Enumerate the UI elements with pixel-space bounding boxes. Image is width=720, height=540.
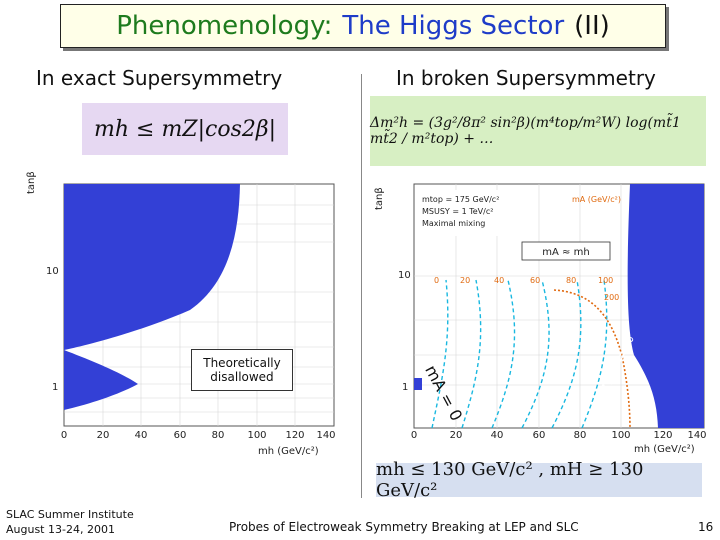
right-ytick-10: 10 <box>398 270 411 281</box>
left-y-axis-label: tanβ <box>26 172 37 194</box>
contour-line <box>521 279 550 429</box>
footer-org-line-2: August 13-24, 2001 <box>6 523 115 536</box>
contour-line <box>581 279 608 429</box>
exact-susy-formula: mh ≤ mZ|cos2β| <box>82 103 288 155</box>
ma-approx-mh-box <box>521 241 611 261</box>
left-ytick-1: 1 <box>52 382 58 393</box>
ma-contour-label: 60 <box>530 276 540 285</box>
left-disallowed-region-lower <box>64 350 138 410</box>
right-y-axis-label: tanβ <box>374 187 385 210</box>
contour-line <box>461 279 482 429</box>
left-xtick: 60 <box>174 430 187 441</box>
right-xtick: 20 <box>450 430 463 441</box>
title-part-phenomenology: Phenomenology: <box>116 11 333 41</box>
left-xtick: 120 <box>285 430 304 441</box>
ma-contour-label: 100 <box>598 276 613 285</box>
title-part-number: (II) <box>574 11 610 41</box>
page-number: 16 <box>698 520 714 534</box>
right-x-axis-label: mh (GeV/c²) <box>634 444 695 455</box>
ma-contour-label: 0 <box>434 276 439 285</box>
broken-susy-formula: Δm²h = (3g²/8π² sin²β)(m⁴top/m²W) log(mt… <box>370 96 706 166</box>
right-excluded-region <box>627 184 704 428</box>
legend-msusy: MSUSY = 1 TeV/c² <box>422 207 493 216</box>
legend-ma-units: mA (GeV/c²) <box>572 195 621 204</box>
right-xtick: 80 <box>574 430 587 441</box>
left-xtick: 100 <box>247 430 266 441</box>
left-xtick: 40 <box>135 430 148 441</box>
right-ytick-1: 1 <box>402 382 408 393</box>
footer-center-text: Probes of Electroweak Symmetry Breaking … <box>229 520 579 534</box>
left-tanbeta-plot: tanβ 10 1 0 20 40 60 80 100 120 140 mh (… <box>26 172 336 457</box>
ma-contour-label: 80 <box>566 276 576 285</box>
disallowed-line-1: Theoretically <box>203 356 281 370</box>
ma-contour-label: 20 <box>460 276 470 285</box>
slide-title: Phenomenology: The Higgs Sector (II) <box>60 4 666 48</box>
legend-mixing: Maximal mixing <box>422 219 485 228</box>
left-x-axis-label: mh (GeV/c²) <box>258 446 319 457</box>
right-xtick: 0 <box>411 430 417 441</box>
right-excluded-sliver <box>414 378 422 390</box>
right-xtick: 140 <box>687 430 706 441</box>
right-xtick: 100 <box>611 430 630 441</box>
disallowed-line-2: disallowed <box>210 370 274 384</box>
right-xtick: 60 <box>533 430 546 441</box>
left-xtick: 20 <box>97 430 110 441</box>
contour-line <box>551 279 582 429</box>
right-subheading: In broken Supersymmetry <box>396 66 656 90</box>
right-legend-box <box>418 190 536 236</box>
footer-org-line-1: SLAC Summer Institute <box>6 508 134 521</box>
legend-mtop: mtop = 175 GeV/c² <box>422 195 499 204</box>
higgs-mass-bounds-formula: mh ≤ 130 GeV/c² , mH ≥ 130 GeV/c² <box>376 459 702 501</box>
right-tanbeta-plot: mtop = 175 GeV/c² MSUSY = 1 TeV/c² Maxim… <box>374 183 707 455</box>
title-part-higgs-sector: The Higgs Sector <box>342 11 565 41</box>
contour-line <box>491 279 516 429</box>
left-disallowed-region-upper <box>64 184 240 350</box>
ma-equals-mh-curve <box>553 289 631 429</box>
left-xtick: 140 <box>316 430 335 441</box>
right-xtick: 120 <box>653 430 672 441</box>
left-xtick: 0 <box>61 430 67 441</box>
ma-contour-label: 200 <box>604 293 619 302</box>
left-xtick: 80 <box>212 430 225 441</box>
left-subheading: In exact Supersymmetry <box>36 66 283 90</box>
contour-line <box>431 279 449 429</box>
column-divider <box>361 74 362 498</box>
ma-approx-mh-label: mA ≈ mh <box>542 247 589 258</box>
left-ytick-10: 10 <box>46 266 59 277</box>
theoretically-disallowed-label: Theoretically disallowed <box>191 349 293 391</box>
right-xtick: 40 <box>491 430 504 441</box>
ma-contour-label: 40 <box>494 276 504 285</box>
